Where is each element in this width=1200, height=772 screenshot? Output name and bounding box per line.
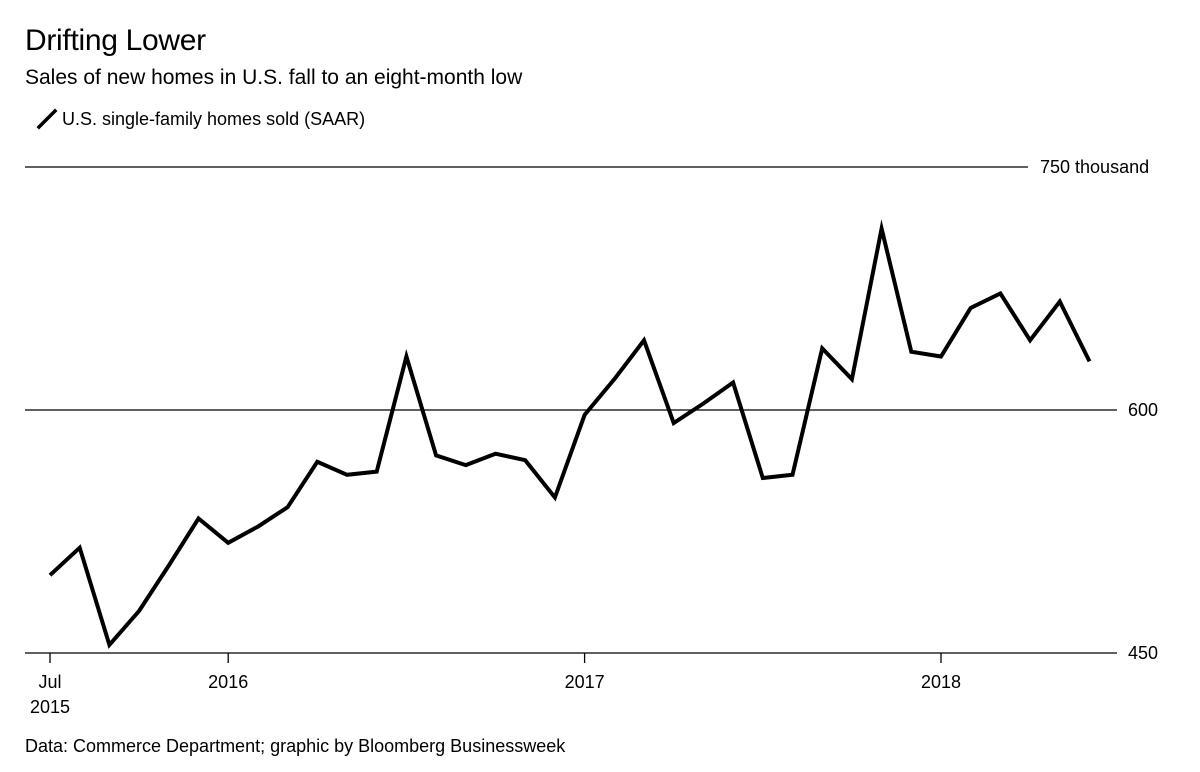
legend-line-icon	[36, 108, 58, 130]
y-axis-labels: 750 thousand 600 450	[1040, 157, 1158, 663]
x-tick-label-2018-01: 2018	[921, 672, 961, 692]
x-tick-label-2016-01: 2016	[208, 672, 248, 692]
series-line	[48, 219, 1092, 649]
y-tick-label-600: 600	[1128, 400, 1158, 420]
y-tick-label-450: 450	[1128, 643, 1158, 663]
chart-title: Drifting Lower	[25, 24, 206, 57]
legend-label: U.S. single-family homes sold (SAAR)	[62, 108, 366, 129]
legend: U.S. single-family homes sold (SAAR)	[36, 108, 365, 130]
y-tick-label-750: 750 thousand	[1040, 157, 1149, 177]
gridlines	[25, 166, 1117, 654]
x-tick-sublabel-2015-07: 2015	[30, 697, 70, 717]
source-note: Data: Commerce Department; graphic by Bl…	[25, 736, 566, 756]
x-axis: Jul 2015 2016 2017 2018	[30, 653, 961, 717]
x-tick-label-2017-01: 2017	[565, 672, 605, 692]
chart-subtitle: Sales of new homes in U.S. fall to an ei…	[25, 66, 523, 89]
x-tick-label-2015-07: Jul	[38, 672, 61, 692]
series-layer	[48, 219, 1092, 649]
